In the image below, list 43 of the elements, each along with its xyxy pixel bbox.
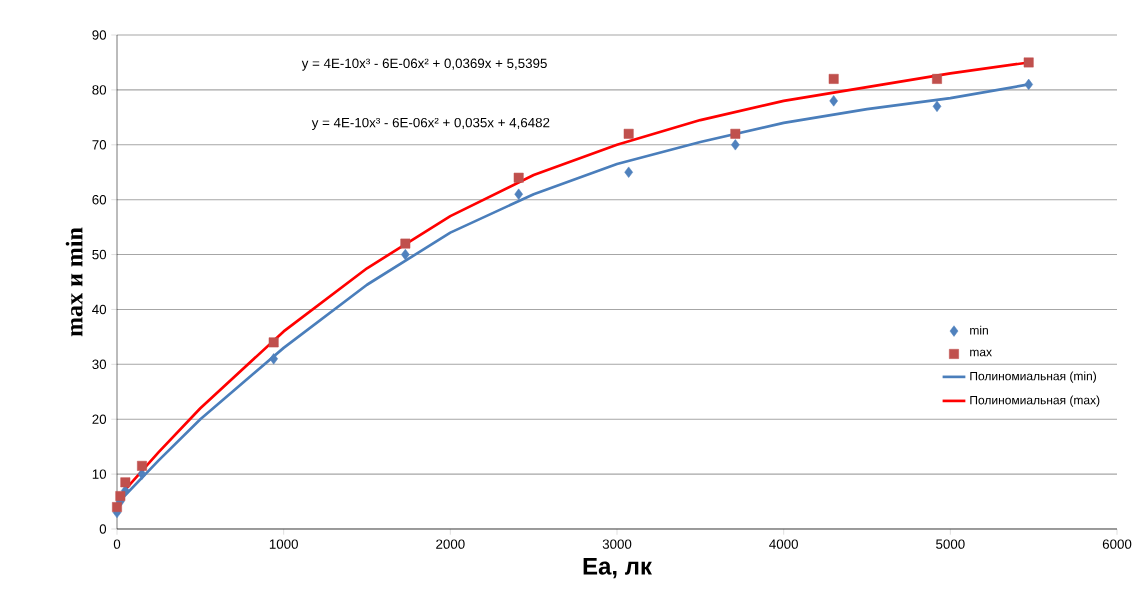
y-tick-label: 80	[92, 85, 107, 95]
point	[513, 172, 524, 183]
point	[624, 166, 633, 178]
y-tick-label: 10	[92, 469, 107, 479]
x-tick-label: 3000	[602, 539, 632, 549]
point	[268, 337, 279, 348]
y-tick-label: 30	[92, 359, 107, 370]
x-tick-label: 0	[113, 539, 121, 549]
annotation: y = 4E-10x³ - 6E-06x² + 0,0369x + 5,5395	[301, 58, 547, 71]
x-axis-title: Ea, лк	[583, 557, 652, 579]
y-tick-label: 70	[92, 140, 107, 150]
y-axis-title: max и min	[65, 227, 83, 337]
point	[932, 100, 942, 112]
legend-label: max	[970, 349, 992, 357]
y-tick-label: 40	[92, 304, 107, 315]
y-tick-label: 90	[92, 30, 107, 40]
legend-label: Полиномиальная (min)	[970, 371, 1096, 383]
point	[731, 139, 740, 151]
y-tick-label: 50	[92, 249, 107, 260]
x-tick-label: 4000	[769, 539, 798, 549]
point	[514, 188, 523, 200]
legend-label: Полиномиальная (max)	[970, 395, 1100, 407]
point	[932, 73, 942, 84]
point	[120, 477, 131, 488]
point	[137, 460, 147, 471]
point	[115, 491, 126, 501]
y-tick-label: 60	[92, 194, 107, 205]
y-tick-label: 20	[92, 414, 107, 424]
point	[730, 128, 741, 139]
annotation: y = 4E-10x³ - 6E-06x² + 0,035x + 4,6482	[311, 117, 550, 130]
x-tick-label: 2000	[436, 539, 465, 549]
x-tick-label: 5000	[936, 539, 965, 549]
point	[112, 502, 122, 512]
point	[829, 95, 838, 107]
point	[269, 353, 278, 365]
x-tick-label: 6000	[1102, 539, 1132, 549]
point	[828, 73, 839, 84]
point	[1023, 57, 1034, 68]
y-tick-label: 0	[99, 524, 107, 534]
x-tick-label: 1000	[269, 539, 298, 549]
legend-label: min	[970, 325, 988, 335]
point	[400, 238, 411, 249]
point	[623, 128, 634, 139]
